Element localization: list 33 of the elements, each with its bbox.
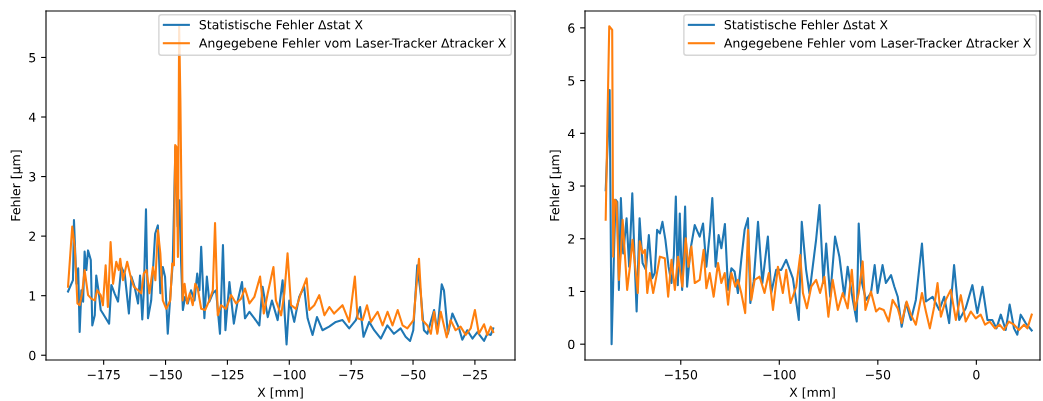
x-tick-label: 0 [973,369,980,380]
y-tick-label: 5 [29,53,36,63]
y-tick-label: 5 [568,76,575,86]
legend-label: Angegebene Fehler vom Laser-Tracker Δtracker X [198,38,506,51]
x-tick-label: −50 [865,369,891,380]
y-tick-label: 1 [568,287,575,297]
y-tick-label: 2 [29,231,36,241]
legend-label: Statistische Fehler Δstat X [199,19,363,30]
x-tick-label: −150 [149,369,182,380]
y-axis-title: Fehler [µm] [10,150,23,221]
x-axis-title: X [mm] [789,387,835,399]
y-tick-label: 0 [568,339,575,350]
y-axis-title: Fehler [µm] [549,150,562,221]
x-tick-label: −75 [339,370,364,380]
y-tick-label: 1 [29,291,36,301]
x-tick-label: −50 [401,369,426,380]
y-tick-label: 4 [567,128,575,139]
y-tick-label: 4 [28,112,36,122]
y-tick-label: 0 [29,350,36,361]
x-tick-label: −125 [211,369,244,380]
x-tick-label: −25 [463,369,487,380]
legend-label: Statistische Fehler Δstat X [724,19,888,30]
y-tick-label: 3 [29,172,36,182]
line-series [604,89,1033,346]
x-tick-label: −150 [664,369,698,380]
y-tick-label: 6 [568,23,575,33]
x-axis-title: X [mm] [257,387,303,399]
y-tick-label: 3 [568,181,575,191]
x-tick-label: −175 [87,370,120,380]
x-tick-label: −100 [763,369,796,380]
x-tick-label: −100 [273,369,306,380]
y-tick-label: 2 [568,234,575,244]
legend-label: Angegebene Fehler vom Laser-Tracker Δtracker X [723,38,1031,51]
